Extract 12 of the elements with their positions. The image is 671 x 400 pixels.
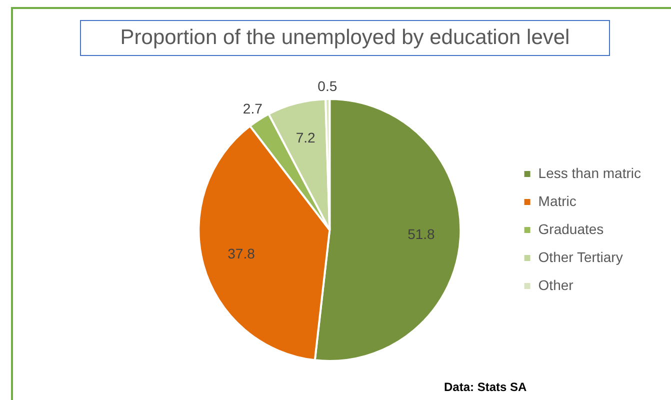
legend-label: Graduates [538,220,604,237]
legend-label: Other [538,276,574,293]
legend-label: Less than matric [538,164,642,181]
data-label: 2.7 [242,100,263,116]
data-label: 37.8 [228,245,256,262]
text: Data: Stats SA [444,380,527,394]
data-label: 0.5 [318,78,338,94]
data-label: 51.8 [408,226,436,242]
legend-label: Matric [538,192,576,209]
legend-label: Other Tertiary [538,248,623,265]
data-label: 7.2 [296,130,316,146]
chart-title: Proportion of the unemployed by education level [80,20,610,56]
